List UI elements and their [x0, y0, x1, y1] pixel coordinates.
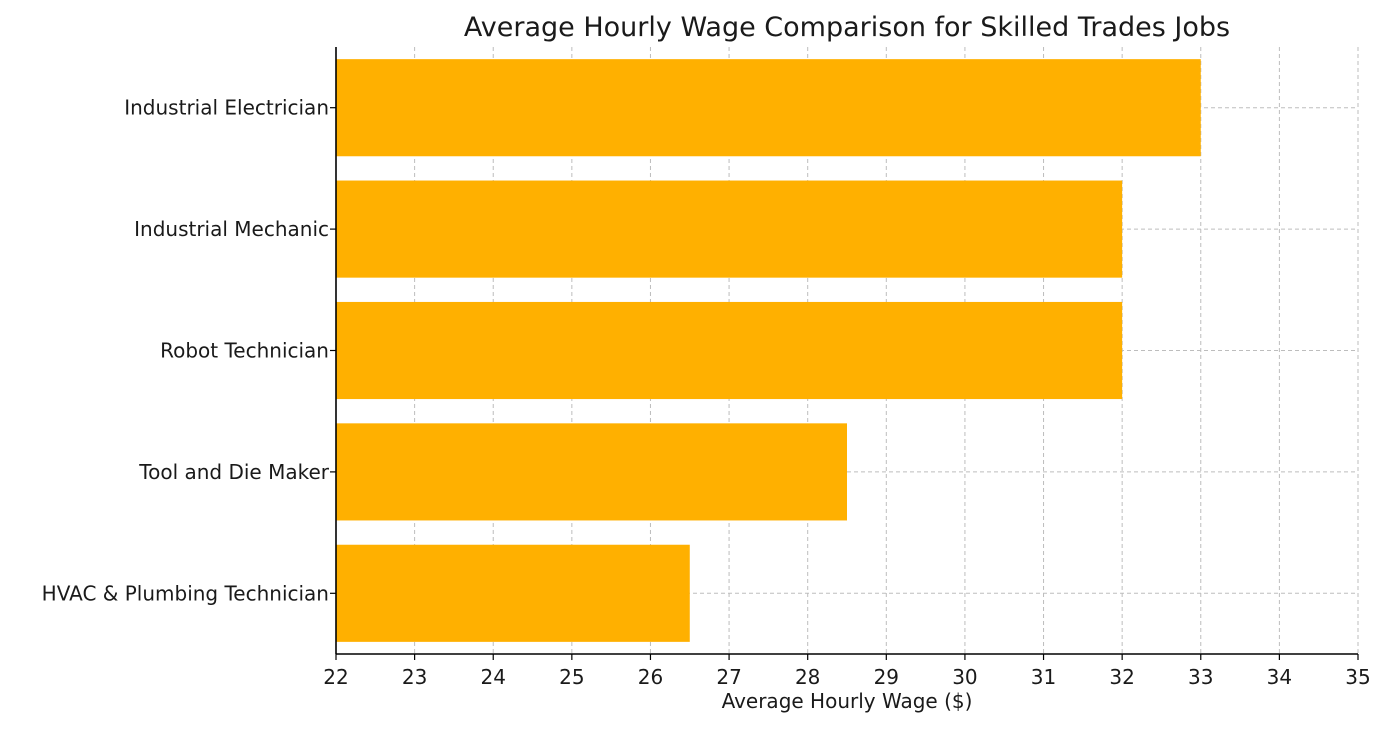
bar: [336, 544, 690, 642]
x-tick-label: 25: [559, 665, 584, 689]
chart-title: Average Hourly Wage Comparison for Skill…: [464, 12, 1230, 43]
y-tick-label: HVAC & Plumbing Technician: [42, 581, 329, 605]
bars: [336, 59, 1201, 642]
x-tick-label: 31: [1031, 665, 1056, 689]
x-tick-label: 28: [795, 665, 820, 689]
x-tick-label: 23: [402, 665, 427, 689]
y-tick-label: Tool and Die Maker: [138, 460, 329, 484]
x-tick-label: 33: [1188, 665, 1213, 689]
x-tick-label: 24: [481, 665, 506, 689]
y-tick-label: Robot Technician: [160, 339, 329, 363]
x-tick-label: 26: [638, 665, 663, 689]
x-tick-label: 22: [323, 665, 348, 689]
y-tick-label: Industrial Mechanic: [134, 217, 329, 241]
bar: [336, 59, 1201, 157]
bar: [336, 180, 1123, 278]
x-tick-label: 30: [952, 665, 977, 689]
x-tick-label: 27: [716, 665, 741, 689]
x-tick-label: 35: [1345, 665, 1370, 689]
y-axis-ticks: Industrial Electrician Industrial Mechani…: [42, 96, 336, 605]
y-tick-label: Industrial Electrician: [124, 96, 329, 120]
x-axis-label: Average Hourly Wage ($): [722, 689, 973, 713]
bar: [336, 423, 847, 521]
x-tick-label: 32: [1109, 665, 1134, 689]
x-tick-label: 34: [1267, 665, 1292, 689]
bar: [336, 301, 1123, 400]
x-tick-label: 29: [874, 665, 899, 689]
x-axis-ticks: 22 23 24 25 26 27 28 29 30 31 32 33 34 35: [323, 654, 1371, 689]
